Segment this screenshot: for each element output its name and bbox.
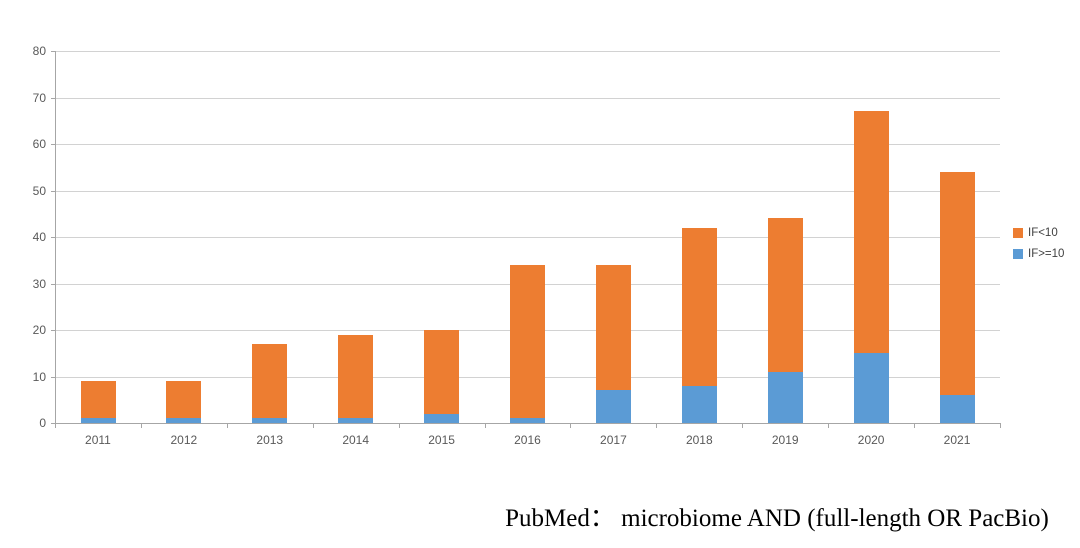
gridline [55,237,1000,238]
x-axis-line [55,423,1000,424]
y-axis-tick [51,283,55,285]
bar-segment-2011 [80,418,116,424]
bar-segment-2015 [424,413,460,423]
y-tick-label: 70 [32,90,46,105]
y-tick-label: 30 [32,276,46,291]
x-axis-tick [1000,423,1001,428]
x-axis-tick [742,423,744,428]
gridline [55,144,1000,145]
y-tick-label: 80 [32,44,46,58]
x-axis-tick [226,423,228,428]
x-axis-tick [828,423,830,428]
legend-item-if-lt-10: IF<10 [1013,222,1064,243]
y-tick-label: 0 [39,416,46,430]
x-tick-label: 2013 [256,433,284,447]
bar-segment-2020 [853,353,889,424]
bar-segment-2013 [252,343,288,419]
y-tick-label: 50 [32,183,46,198]
bar-segment-2013 [252,418,288,424]
x-tick-label: 2020 [857,433,885,447]
x-tick-label: 2011 [85,433,111,447]
gridline [55,97,1000,99]
bar-segment-2018 [681,385,717,423]
bar-segment-2014 [338,334,374,419]
plot-area: 0 10 20 30 40 50 60 70 80 2011 2012 2013 2014 2015 201… [32,44,1001,447]
gridline [55,51,1000,52]
x-tick-label: 2012 [170,433,198,447]
legend-swatch-blue-icon [1013,248,1023,259]
chart-caption: PubMed： microbiome AND (full-length OR P… [505,505,1049,532]
y-axis-tick [51,237,55,238]
bar-segment-2021 [939,395,975,423]
x-tick-label: 2021 [943,433,971,447]
legend-label: IF>=10 [1028,247,1065,260]
bar-segment-2021 [939,171,975,396]
y-axis-tick [51,144,55,145]
legend-item-if-gte-10: IF>=10 [1013,243,1064,264]
y-axis-tick [51,97,55,99]
bar-segment-2017 [595,390,631,423]
y-axis-tick [51,423,55,424]
bar-segment-2011 [80,381,116,419]
x-axis-tick [914,423,916,428]
y-tick-label: 20 [32,323,46,337]
x-axis-tick [656,423,658,428]
y-tick-label: 10 [32,369,46,384]
x-axis-tick [484,423,486,428]
y-axis-line [55,51,56,423]
bar-segment-2015 [424,330,460,414]
bar-segment-2017 [595,264,631,391]
x-tick-label: 2014 [342,433,370,447]
x-tick-label: 2017 [600,433,627,447]
bar-segment-2019 [767,371,803,424]
bar-segment-2019 [767,218,803,372]
x-axis-tick [570,423,572,428]
x-tick-label: 2015 [428,433,455,447]
x-axis-tick [55,423,56,428]
y-axis-tick [51,51,55,52]
gridline [55,190,1000,192]
x-tick-label: 2016 [514,433,541,447]
y-tick-label: 40 [32,230,46,244]
y-axis-tick [51,376,55,378]
bar-segment-2012 [166,381,202,419]
x-axis-tick [140,423,142,428]
y-axis-tick [51,190,55,192]
bar-segment-2016 [510,418,545,424]
x-tick-label: 2019 [771,433,799,447]
chart-legend: IF<10 IF>=10 [1013,222,1064,264]
legend-swatch-orange-icon [1013,227,1023,238]
x-axis-tick [398,423,400,428]
bar-segment-2012 [166,418,202,424]
x-tick-label: 2018 [685,433,713,447]
bar-segment-2014 [338,418,374,424]
legend-label: IF<10 [1028,226,1058,239]
bar-segment-2020 [853,111,889,354]
bar-segment-2016 [510,264,545,419]
bar-segment-2018 [681,227,717,386]
y-tick-label: 60 [32,137,46,151]
y-axis-tick [51,330,55,331]
x-axis-tick [312,423,314,428]
